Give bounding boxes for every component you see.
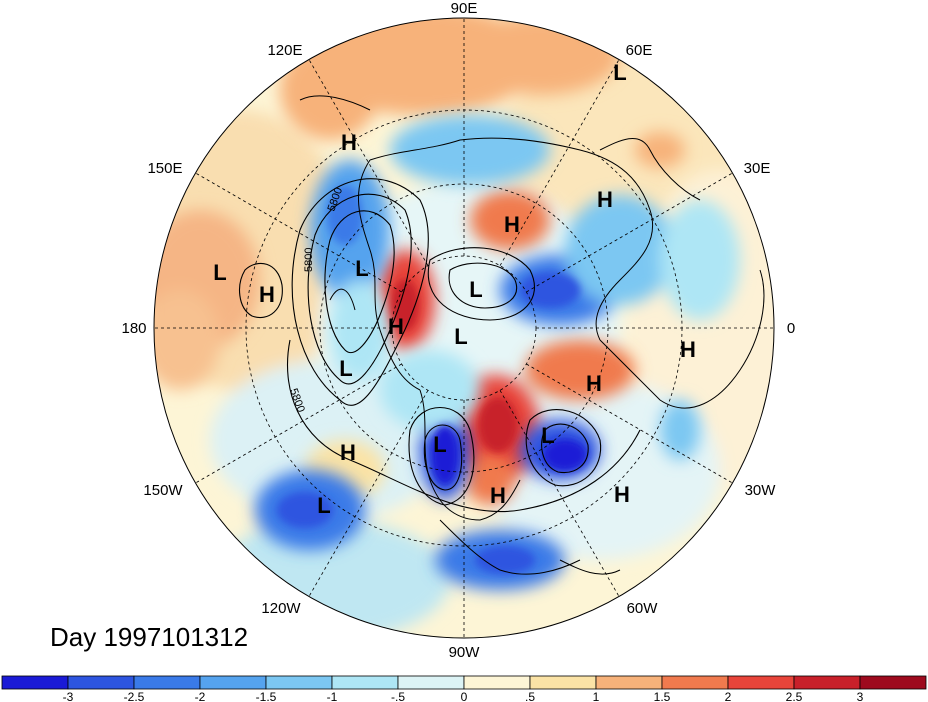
meridian-line	[499, 390, 620, 597]
meridian-line	[195, 363, 402, 484]
pressure-high-marker: H	[388, 314, 404, 339]
colorbar-tick-label: 2.5	[786, 690, 803, 702]
pressure-high-marker: H	[597, 187, 613, 212]
lon-label-90e: 90E	[451, 0, 478, 17]
colorbar-box	[397, 675, 465, 690]
pressure-high-marker: H	[490, 483, 506, 508]
meridian-line	[526, 172, 733, 293]
map-boundary	[153, 17, 775, 639]
pressure-low-marker: L	[339, 356, 352, 381]
pressure-low-marker: L	[355, 256, 368, 281]
lon-label-30e: 30E	[744, 160, 771, 177]
meridian-line	[195, 172, 402, 293]
pressure-high-marker: H	[504, 212, 520, 237]
colorbar-tick-label: .5	[525, 690, 535, 702]
pressure-high-marker: H	[259, 282, 275, 307]
meridian-line	[308, 390, 429, 597]
colorbar-tick-label: -2.5	[124, 690, 145, 702]
colorbar	[1, 675, 927, 690]
colorbar-box	[1, 675, 69, 690]
meridian-lines	[154, 18, 774, 638]
pressure-high-marker: H	[614, 482, 630, 507]
lon-label-90w: 90W	[449, 644, 481, 661]
colorbar-tick-label: -.5	[391, 690, 405, 702]
lon-label-150w: 150W	[143, 482, 183, 499]
pressure-high-marker: H	[340, 440, 356, 465]
colorbar-box	[529, 675, 597, 690]
lon-label-120w: 120W	[261, 600, 301, 617]
meridian-line	[526, 363, 733, 484]
colorbar-tick-label: -1.5	[256, 690, 277, 702]
lon-label-0: 0	[787, 320, 795, 337]
colorbar-box	[265, 675, 333, 690]
core-anomaly-layer	[277, 185, 587, 574]
negative-anomaly-layer	[255, 115, 740, 590]
colorbar-box	[199, 675, 267, 690]
pressure-low-marker: L	[454, 324, 467, 349]
lon-label-150e: 150E	[147, 160, 182, 177]
colorbar-box	[133, 675, 201, 690]
meridian-line	[499, 59, 620, 266]
colorbar-tick-label: -3	[63, 690, 74, 702]
colorbar-box	[727, 675, 795, 690]
lon-label-180: 180	[121, 320, 146, 337]
pressure-low-marker: L	[433, 432, 446, 457]
colorbar-tick-label: 1	[593, 690, 600, 702]
colorbar-tick-labels: -3 -2.5 -2 -1.5 -1 -.5 0 .5 1 1.5 2 2.5 3	[63, 690, 864, 702]
coastlines	[299, 95, 765, 575]
lon-label-60e: 60E	[626, 42, 653, 59]
colorbar-tick-label: 2	[725, 690, 732, 702]
pressure-low-marker: L	[541, 423, 554, 448]
lon-label-30w: 30W	[745, 482, 777, 499]
pressure-low-marker: L	[469, 277, 482, 302]
colorbar-box	[67, 675, 135, 690]
colorbar-tick-label: 0	[461, 690, 468, 702]
geopotential-contours	[239, 178, 641, 512]
pressure-low-marker: L	[213, 260, 226, 285]
map-title: Day 1997101312	[50, 622, 248, 652]
colorbar-box	[859, 675, 927, 690]
colorbar-tick-label: 3	[857, 690, 864, 702]
anomaly-field	[154, 18, 774, 638]
lon-label-60w: 60W	[627, 600, 659, 617]
pressure-low-marker: L	[613, 60, 626, 85]
colorbar-tick-label: -2	[195, 690, 206, 702]
pressure-system-markers: L H H H L H L L H L L H H H L L H H L	[213, 60, 696, 518]
colorbar-box	[661, 675, 729, 690]
pressure-low-marker: L	[317, 493, 330, 518]
colorbar-box	[331, 675, 399, 690]
lon-label-120e: 120E	[267, 42, 302, 59]
pressure-high-marker: H	[341, 130, 357, 155]
colorbar-box	[595, 675, 663, 690]
longitude-labels: 90E 60E 30E 0 30W 60W 90W 120W 150W 180 …	[121, 0, 795, 661]
meridian-line	[308, 59, 429, 266]
pressure-high-marker: H	[680, 337, 696, 362]
contour-label: 5800	[303, 248, 315, 272]
colorbar-tick-label: 1.5	[654, 690, 671, 702]
colorbar-box	[463, 675, 531, 690]
colorbar-tick-label: -1	[327, 690, 338, 702]
colorbar-box	[793, 675, 861, 690]
pressure-high-marker: H	[586, 371, 602, 396]
